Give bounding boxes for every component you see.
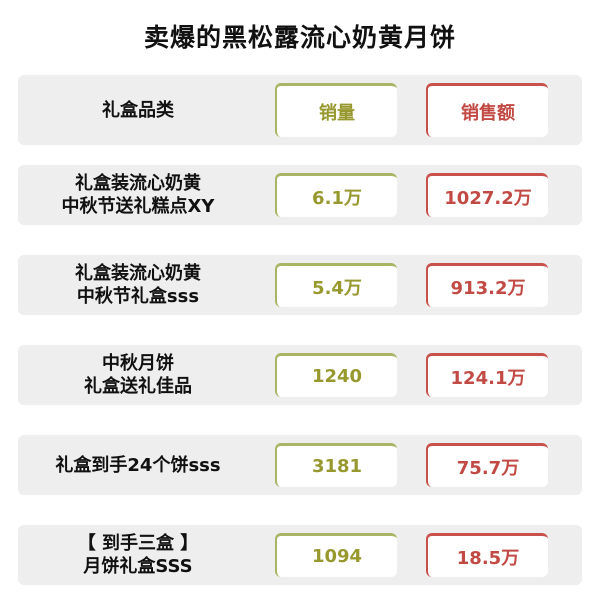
sales-value: 3181 [275,443,397,487]
product-name-line2: 月饼礼盒SSS [83,556,193,577]
product-name: 礼盒到手24个饼sss [18,435,258,495]
revenue-value: 18.5万 [426,533,548,577]
product-name: 礼盒装流心奶黄 中秋节送礼糕点XY [18,165,258,225]
table-row: 中秋月饼 礼盒送礼佳品 1240 124.1万 [18,345,582,405]
product-name: 礼盒装流心奶黄 中秋节礼盒sss [18,255,258,315]
product-name: 中秋月饼 礼盒送礼佳品 [18,345,258,405]
revenue-value: 913.2万 [426,263,548,307]
product-name-line2: 中秋节礼盒sss [76,286,200,307]
table-row: 礼盒装流心奶黄 中秋节送礼糕点XY 6.1万 1027.2万 [18,165,582,225]
product-name: 【 到手三盒 】月饼礼盒SSS [18,525,258,585]
product-name-line1: 礼盒到手24个饼sss [55,454,221,476]
product-name-line1: 礼盒装流心奶黄 [75,263,201,284]
product-name-line1: 【 到手三盒 】 [77,533,199,554]
revenue-value: 1027.2万 [426,173,548,217]
sales-value: 1094 [275,533,397,577]
header-row: 礼盒品类 销量 销售额 [18,75,582,145]
sales-value: 1240 [275,353,397,397]
revenue-header: 销售额 [426,83,548,137]
sales-header: 销量 [275,83,397,137]
product-name-line2: 中秋节送礼糕点XY [61,196,215,217]
table-row: 礼盒装流心奶黄 中秋节礼盒sss 5.4万 913.2万 [18,255,582,315]
revenue-value: 75.7万 [426,443,548,487]
table-row: 礼盒到手24个饼sss 3181 75.7万 [18,435,582,495]
revenue-value: 124.1万 [426,353,548,397]
sales-value: 6.1万 [275,173,397,217]
product-name-line2: 礼盒送礼佳品 [84,376,192,397]
product-name-line1: 礼盒装流心奶黄 [74,173,201,194]
sales-value: 5.4万 [275,263,397,307]
table-row: 【 到手三盒 】月饼礼盒SSS 1094 18.5万 [18,525,582,585]
product-name-line1: 中秋月饼 [102,353,174,374]
page-title: 卖爆的黑松露流心奶黄月饼 [143,23,456,52]
category-header: 礼盒品类 [102,99,174,121]
